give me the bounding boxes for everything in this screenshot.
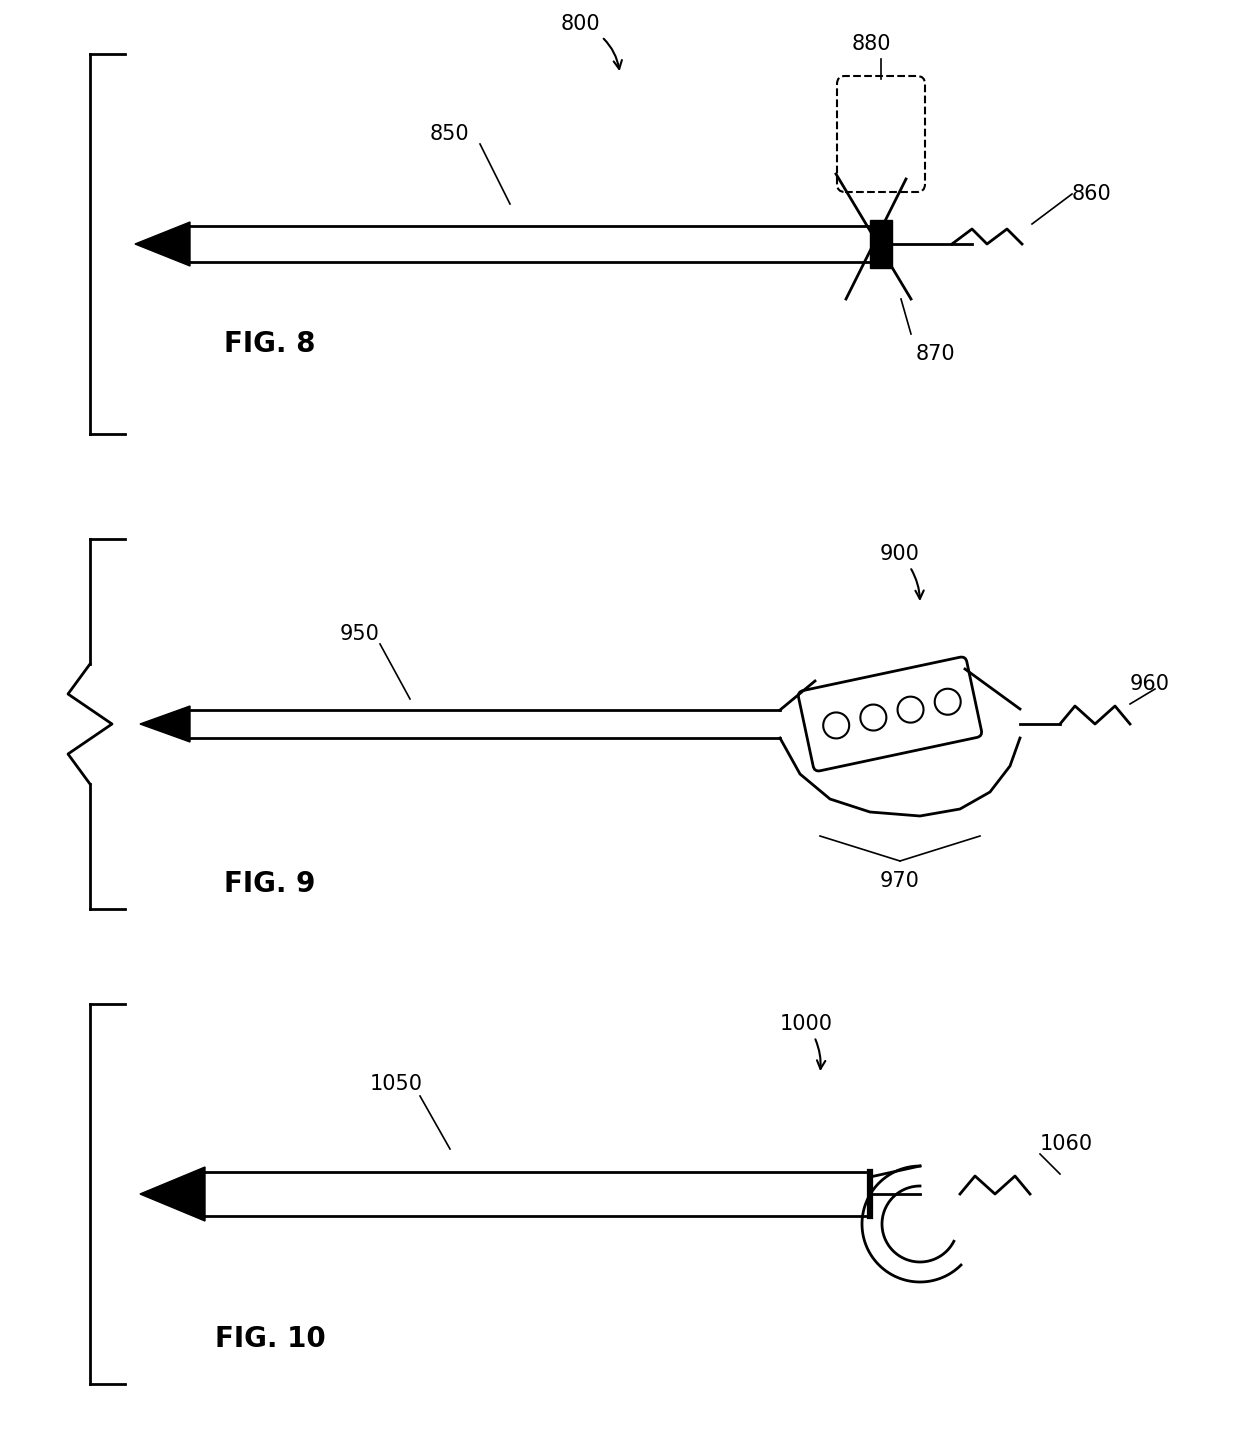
Text: 850: 850 — [430, 124, 470, 144]
Text: 950: 950 — [340, 624, 379, 644]
Text: FIG. 9: FIG. 9 — [224, 869, 316, 898]
Bar — [870, 219, 892, 269]
Text: FIG. 10: FIG. 10 — [215, 1326, 325, 1353]
Text: 960: 960 — [1130, 674, 1171, 695]
Polygon shape — [140, 1167, 205, 1222]
Text: 870: 870 — [916, 344, 956, 364]
Text: 800: 800 — [560, 14, 622, 69]
Text: 880: 880 — [851, 35, 890, 53]
Text: 1050: 1050 — [370, 1074, 423, 1095]
Text: 970: 970 — [880, 871, 920, 891]
Text: 1000: 1000 — [780, 1014, 833, 1069]
FancyBboxPatch shape — [799, 657, 982, 771]
Text: 860: 860 — [1073, 183, 1112, 204]
Text: FIG. 8: FIG. 8 — [224, 331, 316, 358]
Polygon shape — [135, 222, 190, 266]
Polygon shape — [140, 706, 190, 742]
Text: 900: 900 — [880, 544, 924, 599]
Text: 1060: 1060 — [1040, 1134, 1094, 1154]
